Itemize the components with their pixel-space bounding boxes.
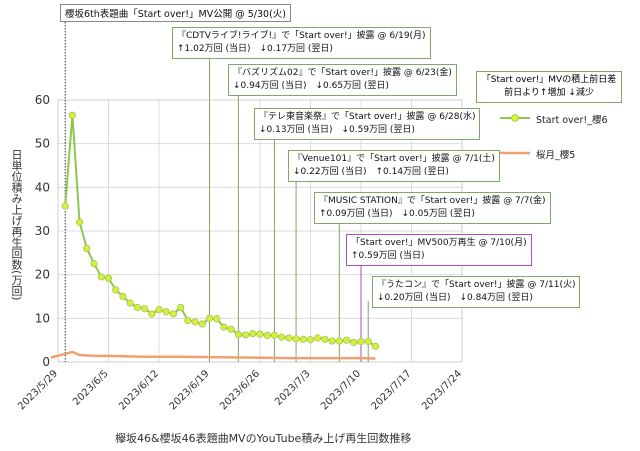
event-callout-delta: ↑0.09万回 (当日) ↓0.05万回 (翌日) — [319, 209, 475, 219]
event-callout-delta: ↓0.94万回 (当日) ↓0.65万回 (翌日) — [233, 81, 389, 91]
legend-marker-start-over — [511, 114, 519, 122]
data-point — [263, 331, 271, 339]
data-point — [350, 338, 358, 346]
data-point — [198, 320, 206, 328]
data-point — [126, 299, 134, 307]
event-callout-delta: ↑1.02万回 (当日) ↓0.17万回 (翌日) — [177, 44, 333, 54]
data-point — [140, 305, 149, 313]
event-callout: 『CDTVライブ!ライブ!』で「Start over!」披露 @ 6/19(月)… — [172, 27, 431, 59]
data-point — [342, 336, 351, 344]
data-point — [314, 334, 322, 342]
data-point — [213, 315, 221, 323]
data-point — [256, 330, 264, 338]
series-layer — [50, 111, 380, 360]
event-callout-delta: ↑0.59万回 (当日) — [351, 251, 425, 261]
data-point — [162, 308, 170, 316]
data-point — [220, 323, 228, 331]
y-tick-label: 50 — [35, 137, 50, 151]
data-point — [61, 202, 69, 210]
legend-entry-sakurazuki: 桜月_櫻5 — [536, 150, 576, 161]
event-callout: 『バズリズム02』で「Start over!」披露 @ 6/23(金) ↓0.94… — [228, 64, 457, 96]
x-tick-label: 2023/7/3 — [273, 368, 313, 408]
data-point — [227, 325, 235, 333]
data-point — [241, 331, 250, 339]
data-point — [306, 336, 315, 344]
event-callout-title: 『うたコン』で「Start over!」披露 @ 7/11(火) — [377, 280, 576, 290]
data-point — [68, 111, 77, 119]
release-marker-label: 櫻坂6th表題曲「Start over!」MV公開 @ 5/30(火) — [60, 4, 291, 22]
data-point — [357, 337, 365, 346]
data-point — [371, 342, 380, 350]
x-tick-label: 2023/7/10 — [319, 368, 363, 412]
legend-entry-start-over: Start over!_櫻6 — [536, 115, 608, 126]
y-tick-label: 30 — [35, 224, 50, 238]
event-callout: 「Start over!」MV500万再生 @ 7/10(月) ↑0.59万回 (… — [346, 234, 532, 266]
data-point — [299, 335, 307, 343]
data-point — [321, 335, 329, 343]
data-point — [104, 274, 113, 282]
data-point — [292, 335, 300, 343]
event-callout: 『Venue101』で「Start over!」披露 @ 7/1(土) ↓0.22… — [288, 150, 500, 182]
event-callout: 『うたコン』で「Start over!」披露 @ 7/11(火) ↓0.20万回 … — [372, 276, 581, 308]
event-callout-title: 『CDTVライブ!ライブ!』で「Start over!」披露 @ 6/19(月) — [177, 31, 426, 41]
x-tick-label: 2023/6/26 — [218, 368, 262, 412]
y-tick-label: 40 — [35, 180, 50, 194]
legend-note-line2: 前日より↑増加 ↓減少 — [504, 88, 594, 98]
event-callout: 『MUSIC STATION』で「Start over!」披露 @ 7/7(金)… — [314, 192, 551, 224]
data-point — [184, 316, 192, 325]
data-point — [335, 337, 343, 345]
event-callout-title: 「Start over!」MV500万再生 @ 7/10(月) — [351, 238, 527, 248]
data-point — [83, 244, 91, 253]
x-tick-label: 2023/6/5 — [71, 368, 111, 408]
data-point — [90, 260, 98, 268]
legend-note-line1: 「Start over!」MVの積上前日差 — [481, 75, 617, 85]
y-axis-title: 日単位積み上げ再生回数(万回) — [10, 149, 23, 301]
data-point — [278, 333, 286, 341]
event-callout-title: 『MUSIC STATION』で「Start over!」披露 @ 7/7(金) — [319, 196, 546, 206]
series-line-sakurazuki — [50, 350, 376, 360]
y-tick-label: 10 — [35, 311, 50, 325]
data-point — [155, 305, 163, 314]
x-tick-label: 2023/6/19 — [168, 368, 212, 412]
data-point — [234, 330, 242, 339]
event-callout-title: 『テレ東音楽祭』で「Start over!」披露 @ 6/28(水) — [259, 112, 476, 122]
event-callout-title: 『Venue101』で「Start over!」披露 @ 7/1(土) — [293, 154, 495, 164]
x-tick-label: 2023/5/29 — [16, 368, 60, 412]
y-tick-label: 60 — [35, 93, 50, 107]
data-point — [205, 314, 214, 322]
data-point — [177, 303, 185, 312]
plot-frame — [57, 99, 463, 363]
data-point — [249, 330, 257, 338]
data-point — [328, 337, 336, 345]
data-point — [76, 218, 84, 226]
data-point — [364, 337, 372, 346]
x-tick-label: 2023/7/24 — [420, 368, 464, 412]
y-tick-label: 20 — [35, 268, 50, 282]
event-callout: 『テレ東音楽祭』で「Start over!」披露 @ 6/28(水) ↓0.13万… — [254, 108, 481, 140]
legend-note: 「Start over!」MVの積上前日差 前日より↑増加 ↓減少 — [476, 71, 622, 103]
data-point — [285, 334, 293, 342]
data-point — [97, 273, 105, 281]
x-tick-label: 2023/6/12 — [117, 368, 161, 412]
data-point — [133, 303, 141, 312]
data-point — [191, 318, 199, 326]
data-point — [148, 310, 156, 318]
event-callout-title: 『バズリズム02』で「Start over!」披露 @ 6/23(金) — [233, 68, 452, 78]
y-tick-label: 0 — [42, 355, 50, 369]
event-callout-delta: ↓0.13万回 (当日) ↓0.59万回 (翌日) — [259, 125, 415, 135]
data-point — [270, 331, 279, 339]
chart-caption: 欅坂46&櫻坂46表題曲MVのYouTube積み上げ再生回数推移 — [115, 432, 412, 445]
data-point — [119, 292, 127, 301]
data-point — [112, 286, 120, 294]
event-callout-delta: ↓0.22万回 (当日) ↑0.14万回 (翌日) — [293, 167, 449, 177]
event-callout-delta: ↓0.20万回 (当日) ↓0.84万回 (翌日) — [377, 293, 533, 303]
data-point — [169, 310, 178, 318]
x-tick-label: 2023/7/17 — [370, 368, 414, 412]
